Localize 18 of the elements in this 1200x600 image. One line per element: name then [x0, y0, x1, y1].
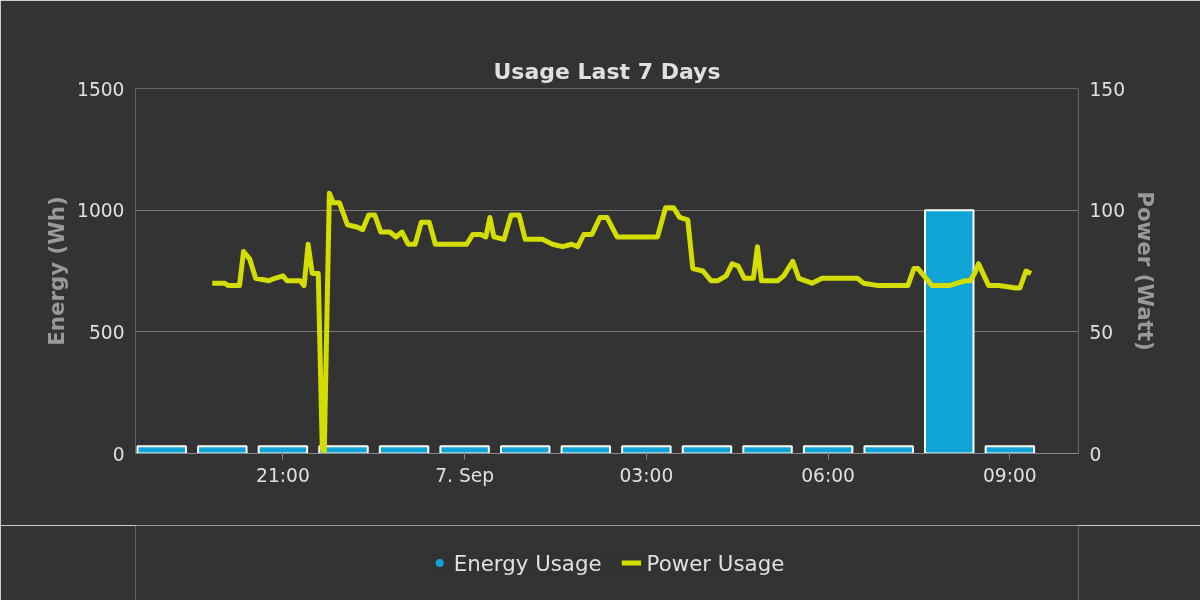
x-tick-label: 09:00	[982, 464, 1037, 486]
y2-axis-title: Power (Watt)	[1133, 191, 1159, 351]
x-tick-label: 7. Sep	[435, 464, 495, 486]
y2-tick-label: 0	[1089, 443, 1102, 465]
legend-label: Power Usage	[646, 550, 785, 575]
y-tick-label: 1000	[77, 200, 125, 222]
y-tick-label: 1500	[77, 78, 125, 100]
y2-tick-label: 50	[1089, 321, 1114, 343]
y2-tick-label: 150	[1089, 78, 1126, 100]
y-tick-label: 0	[112, 443, 125, 465]
x-tick-label: 06:00	[801, 464, 855, 486]
legend-label: Energy Usage	[453, 550, 602, 575]
y-axis-title: Energy (Wh)	[44, 196, 70, 346]
chart-title: Usage Last 7 Days	[493, 58, 721, 84]
y2-tick-label: 100	[1089, 200, 1126, 222]
x-tick-label: 03:00	[619, 464, 674, 486]
y-tick-label: 500	[88, 321, 125, 343]
x-tick-label: 21:00	[256, 464, 310, 486]
